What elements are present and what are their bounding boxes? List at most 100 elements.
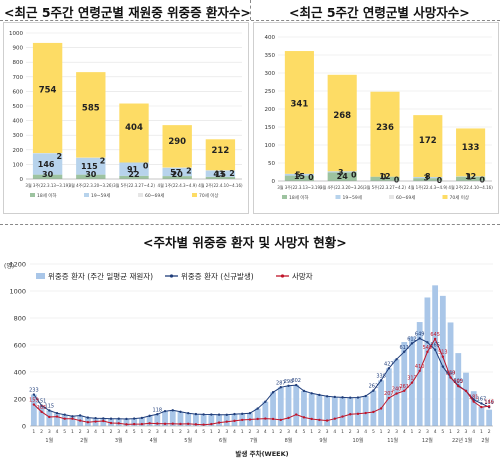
- x-week-label: 4: [364, 429, 367, 435]
- data-label: 1: [466, 173, 472, 182]
- data-label: 207: [384, 391, 394, 397]
- y-tick-label: 1200: [9, 261, 26, 269]
- y-tick-label: 300: [13, 133, 24, 139]
- x-week-label: 1: [341, 429, 344, 435]
- line-point: [94, 416, 97, 420]
- data-label: 565: [430, 343, 440, 349]
- line-point: [225, 413, 228, 416]
- bar: [61, 414, 68, 426]
- data-label: 2: [100, 157, 106, 166]
- bar-segment: [119, 162, 149, 176]
- line-point: [179, 410, 182, 414]
- y-tick-label: 150: [265, 125, 276, 131]
- line-point: [202, 423, 205, 426]
- line-point: [349, 413, 352, 416]
- bar-segment: [205, 139, 236, 171]
- bar: [30, 394, 37, 426]
- line-point: [433, 337, 437, 341]
- line-point: [341, 396, 344, 399]
- line-point: [202, 413, 205, 416]
- x-week-label: 4: [94, 429, 97, 435]
- line-point: [325, 419, 329, 422]
- data-label: 338: [376, 373, 386, 379]
- data-label: 0: [437, 176, 443, 185]
- bar-segment: [413, 178, 443, 181]
- data-label: 146: [484, 399, 494, 405]
- top-left-title: <최근 5주간 연령군별 재원중 위중증 환자수>: [4, 5, 251, 20]
- x-month-label: 1월: [45, 437, 53, 444]
- x-month-label: 12월: [422, 437, 433, 444]
- x-week-label: 3: [187, 429, 190, 435]
- bar: [301, 390, 307, 426]
- line-point: [194, 423, 198, 426]
- x-week-label: 4: [403, 429, 406, 435]
- data-label: 43: [213, 170, 224, 179]
- bar: [324, 396, 330, 426]
- legend-swatch: [138, 193, 143, 197]
- x-tick-label: 3월 4주(22.3.20~3.26): [69, 182, 114, 188]
- x-week-label: 1: [310, 429, 313, 435]
- chart-severe-by-age: 0100200300400500600700800900100030146275…: [9, 31, 243, 199]
- line-point: [117, 417, 120, 420]
- x-week-label: 2: [488, 429, 491, 435]
- data-label: 440: [446, 370, 456, 376]
- line-point: [86, 416, 90, 419]
- data-label: 91: [127, 165, 139, 174]
- line-point: [225, 420, 228, 423]
- data-label: 298: [284, 379, 294, 385]
- bar: [478, 406, 485, 426]
- line-point: [379, 407, 383, 410]
- bar: [254, 408, 261, 426]
- legend-swatch: [36, 273, 45, 279]
- line-point: [32, 393, 36, 396]
- bar-segment: [119, 175, 149, 179]
- line-point: [410, 342, 414, 345]
- line-point: [364, 411, 367, 415]
- data-label: 287: [276, 380, 286, 386]
- data-label: 317: [407, 376, 417, 382]
- line-point: [325, 395, 329, 398]
- line-point: [40, 410, 43, 414]
- bar-segment: [32, 153, 63, 175]
- data-label: 212: [212, 146, 230, 156]
- bar: [169, 410, 176, 426]
- x-week-label: 2: [110, 429, 113, 435]
- x-month-label: 11월: [387, 437, 398, 444]
- bar: [416, 322, 423, 426]
- line-point: [102, 419, 105, 423]
- bar: [378, 380, 385, 426]
- x-week-label: 3: [357, 429, 360, 435]
- x-month-label: 6월: [219, 437, 227, 444]
- bar: [177, 411, 184, 426]
- x-week-label: 4: [56, 429, 59, 435]
- bar: [100, 418, 107, 426]
- x-month-label: 5월: [184, 437, 192, 444]
- x-week-label: 3: [426, 429, 429, 435]
- bar-segment: [162, 167, 192, 177]
- legend-label: 18세 이하: [37, 192, 57, 199]
- x-tick-label: 3월 3주(22.3.13~3.19): [277, 184, 322, 190]
- y-tick-label: 250: [265, 89, 276, 95]
- bar: [401, 342, 408, 426]
- bar-segment: [327, 172, 357, 181]
- x-week-label: 1: [140, 429, 143, 435]
- x-week-label: 4: [295, 429, 298, 435]
- bar: [316, 394, 323, 426]
- line-point: [372, 389, 375, 392]
- y-tick-label: 200: [14, 396, 26, 404]
- bar: [293, 385, 300, 426]
- line-point: [248, 418, 252, 421]
- line-point: [148, 422, 151, 425]
- line-point: [464, 389, 468, 393]
- bar-segment: [284, 51, 314, 174]
- bar: [200, 414, 207, 426]
- line-point: [480, 402, 483, 405]
- x-week-label: 2: [79, 429, 82, 435]
- x-week-label: 2: [148, 429, 151, 435]
- bottom-title: <주차별 위중증 환자 및 사망자 현황>: [143, 235, 347, 250]
- line-point: [264, 400, 267, 403]
- bar-segment: [119, 103, 149, 163]
- x-tick-label: 3월 3주(22.3.13~3.19): [25, 182, 70, 188]
- bar: [131, 418, 138, 426]
